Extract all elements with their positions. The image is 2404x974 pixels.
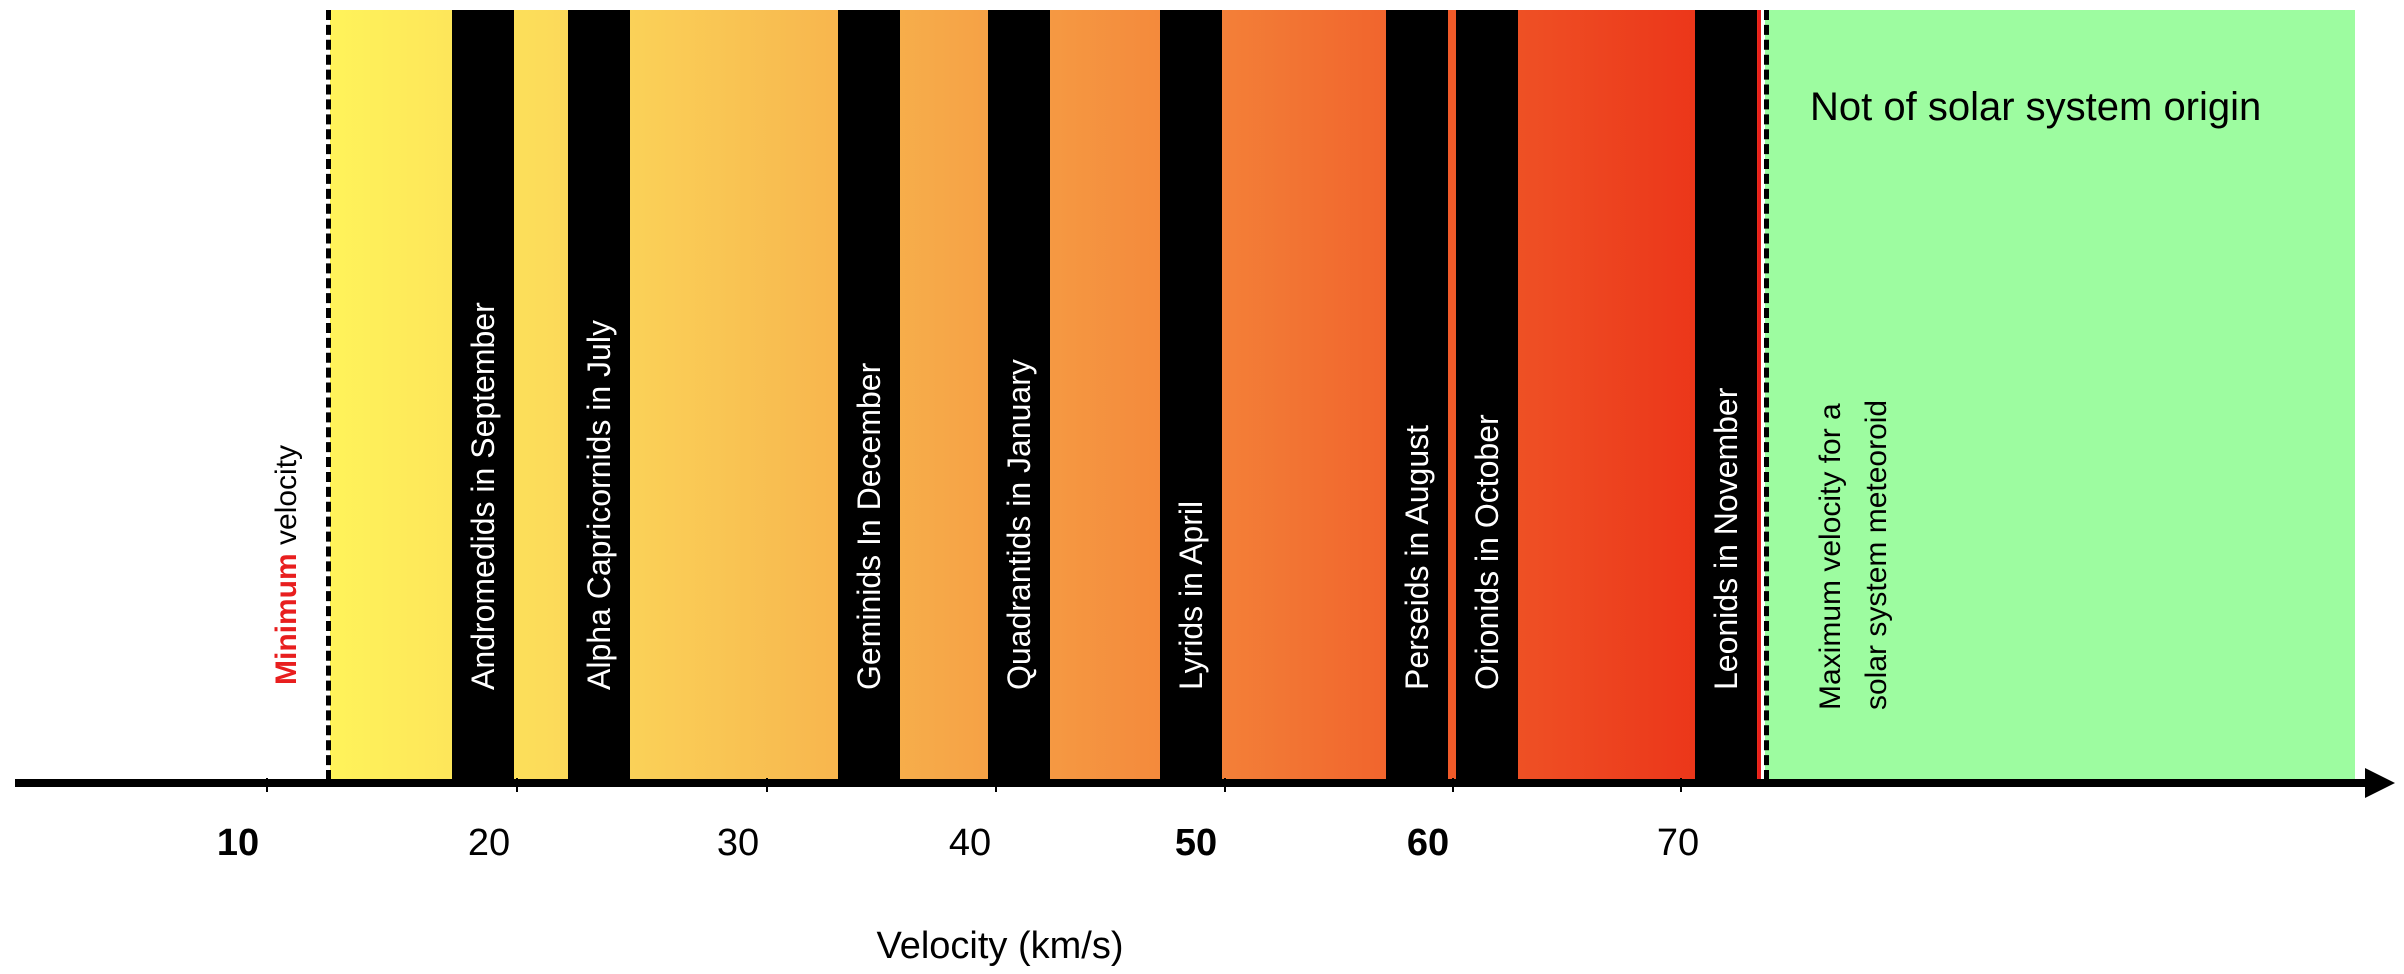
- maximum-velocity-red-line: [1758, 10, 1761, 780]
- shower-label: Lyrids in April: [1173, 500, 1209, 690]
- shower-label: Perseids in August: [1399, 424, 1435, 690]
- shower-bar-andromedids: Andromedids in September: [452, 10, 514, 780]
- minimum-rest: velocity: [270, 444, 303, 554]
- shower-bar-quadrantids: Quadrantids in January: [988, 10, 1050, 780]
- x-tick-label: 20: [467, 822, 511, 864]
- shower-bar-alpha-capricornids: Alpha Capricornids in July: [568, 10, 630, 780]
- x-tick: [766, 778, 768, 792]
- non-solar-region: [1765, 10, 2355, 780]
- shower-bar-lyrids: Lyrids in April: [1160, 10, 1222, 780]
- shower-bar-geminids: Geminids In December: [838, 10, 900, 780]
- x-tick: [995, 778, 997, 792]
- x-axis-title: Velocity (km/s): [876, 925, 1124, 967]
- shower-label: Andromedids in September: [465, 302, 501, 690]
- shower-label: Geminids In December: [851, 362, 887, 690]
- region-label: Not of solar system origin: [1810, 85, 2262, 129]
- shower-label: Orionids in October: [1469, 414, 1505, 690]
- x-tick: [1452, 778, 1454, 792]
- x-tick: [1680, 778, 1682, 792]
- minimum-highlight: Minimum: [270, 553, 303, 685]
- shower-label: Quadrantids in January: [1001, 359, 1037, 690]
- x-axis-arrow: [2365, 768, 2395, 798]
- x-tick-label: 30: [716, 822, 760, 864]
- x-tick: [1224, 778, 1226, 792]
- shower-bar-orionids: Orionids in October: [1456, 10, 1518, 780]
- x-tick: [516, 778, 518, 792]
- x-tick: [266, 778, 268, 792]
- x-tick-label: 60: [1406, 822, 1450, 864]
- x-tick-label: 10: [216, 822, 260, 864]
- maximum-velocity-line: [1764, 10, 1769, 780]
- x-tick-label: 50: [1174, 822, 1218, 864]
- maximum-velocity-label: Maximum velocity for a solar system mete…: [1808, 400, 1900, 710]
- shower-bar-perseids: Perseids in August: [1386, 10, 1448, 780]
- x-tick-label: 70: [1656, 822, 1700, 864]
- shower-label: Alpha Capricornids in July: [581, 320, 617, 690]
- x-axis: [15, 779, 2370, 787]
- minimum-velocity-label: Minimum velocity: [270, 445, 304, 685]
- minimum-velocity-line: [326, 10, 331, 780]
- maximum-label-line1: Maximum velocity for a: [1814, 403, 1847, 710]
- shower-label: Leonids in November: [1708, 387, 1744, 690]
- x-tick-label: 40: [948, 822, 992, 864]
- maximum-label-line2: solar system meteoroid: [1860, 399, 1893, 710]
- shower-bar-leonids: Leonids in November: [1695, 10, 1757, 780]
